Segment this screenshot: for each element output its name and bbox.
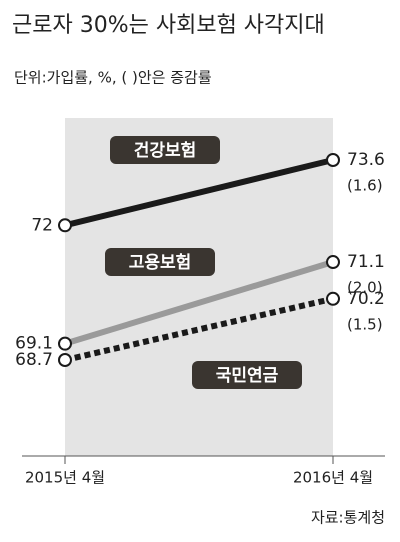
data-label: 69.1 <box>15 334 53 354</box>
data-label: 73.6 <box>347 150 385 170</box>
change-label: (1.6) <box>347 177 383 195</box>
change-label: (2.0) <box>347 279 383 297</box>
data-label: 71.1 <box>347 252 385 272</box>
x-tick-label: 2016년 4월 <box>293 469 373 487</box>
point <box>58 218 72 233</box>
point <box>326 153 340 167</box>
point <box>326 291 340 306</box>
plot-background <box>65 118 333 456</box>
legend-box <box>110 136 220 164</box>
point <box>58 353 72 367</box>
series-line <box>64 157 334 229</box>
series-line <box>64 295 334 363</box>
change-label: (1.5) <box>347 315 383 333</box>
source: 자료:통계청 <box>311 509 385 527</box>
data-label: 70.2 <box>347 289 385 309</box>
x-tick-label: 2015년 4월 <box>25 469 105 487</box>
legend-label: 고용보험 <box>129 252 192 273</box>
chart-title: 근로자 30%는 사회보험 사각지대 <box>12 13 325 38</box>
point <box>58 336 72 351</box>
legend-box <box>192 361 302 389</box>
data-label: 68.7 <box>15 350 53 370</box>
point <box>326 255 340 270</box>
chart-subtitle: 단위:가입률, %, ( )안은 증감률 <box>14 69 212 87</box>
data-label: 72 <box>31 215 53 235</box>
legend-label: 국민연금 <box>216 366 279 386</box>
legend-box <box>105 248 215 276</box>
series-line <box>64 259 334 347</box>
legend-label: 건강보험 <box>134 140 197 161</box>
